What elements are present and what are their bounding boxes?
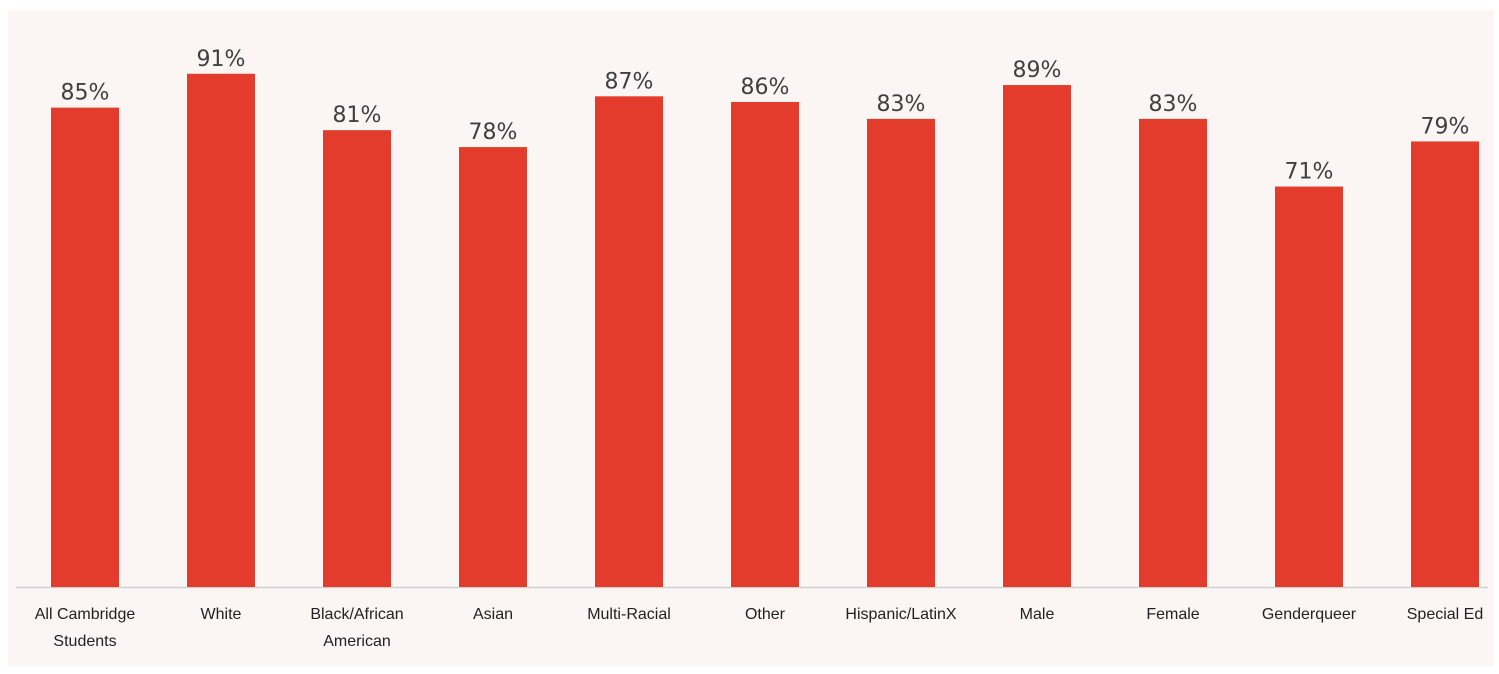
data-label: 81% xyxy=(333,103,382,128)
data-label: 86% xyxy=(741,75,790,100)
bar xyxy=(187,73,255,587)
category-label: Black/African American xyxy=(310,606,403,650)
bar xyxy=(1411,141,1479,587)
category-label-line: Multi-Racial xyxy=(587,606,671,623)
category-label: Other xyxy=(745,606,786,623)
category-label-line: Male xyxy=(1020,606,1055,623)
category-label-line: Hispanic/LatinX xyxy=(845,606,957,623)
bar xyxy=(595,96,663,587)
data-label: 79% xyxy=(1421,114,1470,139)
bar xyxy=(459,147,527,587)
category-label: Male xyxy=(1020,606,1055,623)
category-label-line: Black/African xyxy=(310,606,403,623)
category-label: White xyxy=(201,606,242,623)
data-label: 85% xyxy=(61,81,110,106)
data-label: 87% xyxy=(605,69,654,94)
bar xyxy=(51,107,119,587)
data-label: 83% xyxy=(1149,92,1198,117)
category-label-line: Female xyxy=(1146,606,1199,623)
data-label: 71% xyxy=(1285,160,1334,185)
data-label: 83% xyxy=(877,92,926,117)
data-label: 91% xyxy=(197,47,246,72)
bar xyxy=(1139,118,1207,587)
category-label-line: Asian xyxy=(473,606,513,623)
category-label: Genderqueer xyxy=(1262,606,1357,623)
category-label-line: Genderqueer xyxy=(1262,606,1357,623)
bar xyxy=(1003,85,1071,587)
category-label: Multi-Racial xyxy=(587,606,671,623)
category-label: Asian xyxy=(473,606,513,623)
bar xyxy=(867,118,935,587)
data-label: 78% xyxy=(469,120,518,145)
category-label-line: All Cambridge xyxy=(35,606,136,623)
category-label-line: Special Ed xyxy=(1407,606,1484,623)
bar xyxy=(731,101,799,588)
category-label-line: American xyxy=(323,633,391,650)
bar xyxy=(323,130,391,587)
category-label: Female xyxy=(1146,606,1199,623)
category-label: Special Ed xyxy=(1407,606,1484,623)
category-label-line: Students xyxy=(53,633,116,650)
category-label: Hispanic/LatinX xyxy=(845,606,957,623)
bar xyxy=(1275,186,1343,587)
category-label-line: White xyxy=(201,606,242,623)
data-label: 89% xyxy=(1013,58,1062,83)
category-label-line: Other xyxy=(745,606,786,623)
category-label: All Cambridge Students xyxy=(35,606,136,650)
